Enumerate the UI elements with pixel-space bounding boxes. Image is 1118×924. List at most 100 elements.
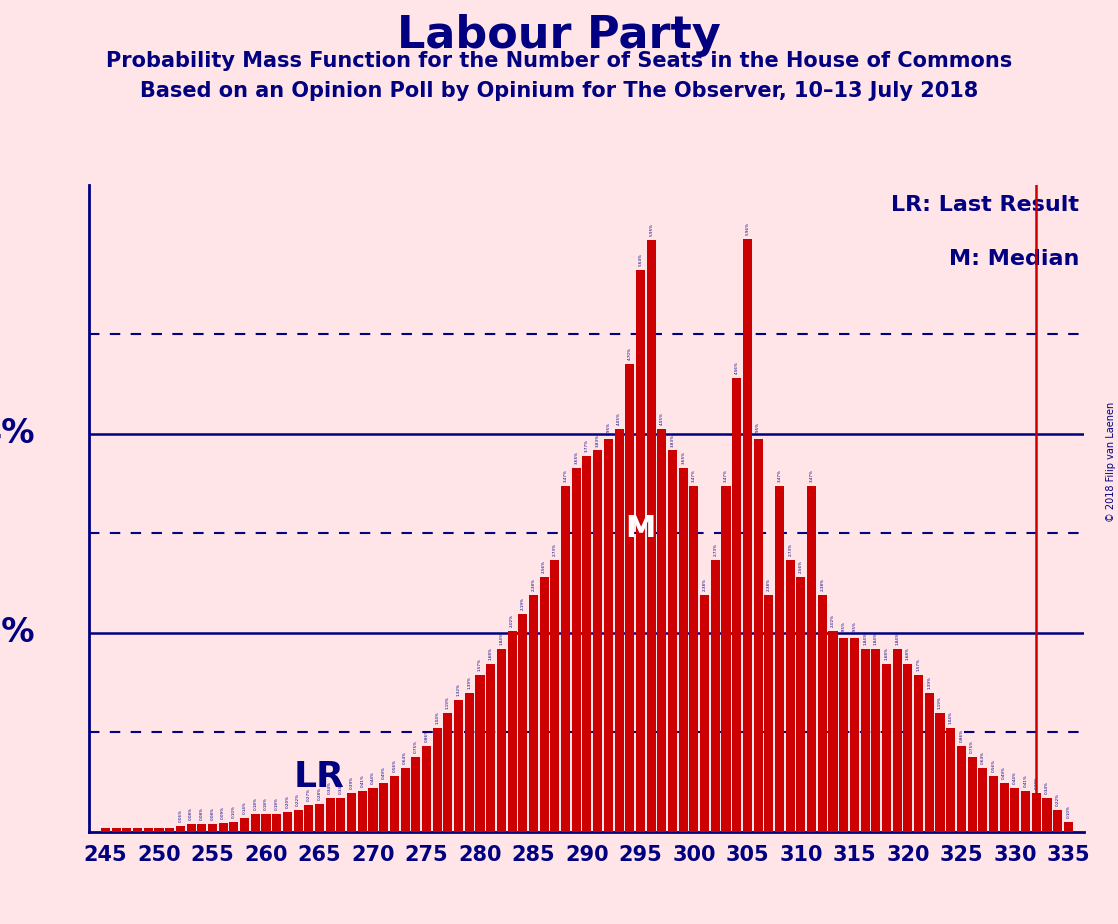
Bar [1053,809,1062,832]
Text: 1.84%: 1.84% [500,632,503,645]
Text: 2.38%: 2.38% [702,578,707,590]
Text: 2.38%: 2.38% [531,578,536,590]
Text: 0.41%: 0.41% [1024,774,1027,787]
Bar [828,630,837,832]
Bar [337,797,345,832]
Text: M: Median: M: Median [949,249,1080,270]
Text: 0.49%: 0.49% [1002,766,1006,779]
Text: 0.10%: 0.10% [231,805,236,818]
Bar [465,693,474,832]
Bar [796,577,805,832]
Bar [165,828,174,832]
Text: 4.70%: 4.70% [627,347,632,360]
Bar [978,768,987,832]
Bar [667,451,678,832]
Text: Probability Mass Function for the Number of Seats in the House of Commons: Probability Mass Function for the Number… [106,51,1012,71]
Bar [550,560,559,832]
Text: 0.34%: 0.34% [339,781,343,794]
Text: 5.64%: 5.64% [638,253,643,266]
Bar [957,746,966,832]
Bar [721,486,730,832]
Bar [594,451,603,832]
Bar [421,746,432,832]
Text: 0.28%: 0.28% [318,786,322,800]
Bar [840,638,849,832]
Bar [967,757,977,832]
Text: 2.19%: 2.19% [521,597,524,610]
Bar [989,776,998,832]
Text: 0.34%: 0.34% [1045,781,1049,794]
Bar [369,788,378,832]
Text: 0.49%: 0.49% [381,766,386,779]
Bar [379,783,388,832]
Bar [540,577,549,832]
Text: 0.10%: 0.10% [1067,805,1070,818]
Text: 3.83%: 3.83% [671,433,674,446]
Text: 0.44%: 0.44% [371,772,375,784]
Bar [444,713,453,832]
Text: LR: LR [294,760,345,794]
Text: Based on an Opinion Poll by Opinium for The Observer, 10–13 July 2018: Based on an Opinion Poll by Opinium for … [140,81,978,102]
Bar [915,675,923,832]
Bar [690,486,699,832]
Text: 3.83%: 3.83% [596,433,599,446]
Bar [571,468,580,832]
Text: 3.47%: 3.47% [777,469,781,482]
Bar [496,649,506,832]
Text: 1.57%: 1.57% [917,659,920,672]
Bar [903,664,912,832]
Text: Labour Party: Labour Party [397,14,721,57]
Bar [433,728,442,832]
Text: 0.64%: 0.64% [980,751,985,764]
Text: 0.56%: 0.56% [992,759,995,772]
Text: 1.95%: 1.95% [852,621,856,634]
Text: 5.96%: 5.96% [746,222,749,235]
Text: 0.20%: 0.20% [285,795,290,808]
Text: 0.18%: 0.18% [254,796,257,809]
Text: 0.18%: 0.18% [275,796,278,809]
Bar [229,821,238,832]
Text: 0.56%: 0.56% [392,759,397,772]
Bar [144,828,153,832]
Bar [582,456,591,832]
Bar [508,630,517,832]
Text: 4.05%: 4.05% [660,412,664,425]
Bar [122,828,132,832]
Text: © 2018 Filip van Laenen: © 2018 Filip van Laenen [1106,402,1116,522]
Text: 3.65%: 3.65% [575,452,578,465]
Text: 0.22%: 0.22% [1055,793,1060,806]
Bar [936,713,945,832]
Bar [1011,788,1020,832]
Text: 0.09%: 0.09% [221,806,225,819]
Text: 3.47%: 3.47% [809,469,814,482]
Text: 0.18%: 0.18% [264,796,268,809]
Bar [892,649,902,832]
Text: 1.04%: 1.04% [949,711,953,724]
Text: 0.44%: 0.44% [1013,772,1017,784]
Text: 2.56%: 2.56% [542,560,547,573]
Bar [925,693,934,832]
Bar [861,649,870,832]
Bar [882,664,891,832]
Text: 0.06%: 0.06% [179,808,182,821]
Bar [208,823,217,832]
Bar [390,776,399,832]
Bar [187,823,196,832]
Bar [1032,793,1041,832]
Text: 1.68%: 1.68% [489,648,493,661]
Bar [486,664,495,832]
Text: 2.73%: 2.73% [553,543,557,556]
Text: 1.39%: 1.39% [927,676,931,689]
Bar [133,828,142,832]
Text: 0.64%: 0.64% [404,751,407,764]
Text: 4.05%: 4.05% [617,412,620,425]
Bar [347,793,357,832]
Bar [742,238,752,832]
Bar [754,439,762,832]
Text: 1.39%: 1.39% [467,676,472,689]
Text: 4%: 4% [0,417,35,450]
Bar [604,439,613,832]
Text: 0.41%: 0.41% [360,774,364,787]
Bar [283,811,292,832]
Bar [197,823,207,832]
